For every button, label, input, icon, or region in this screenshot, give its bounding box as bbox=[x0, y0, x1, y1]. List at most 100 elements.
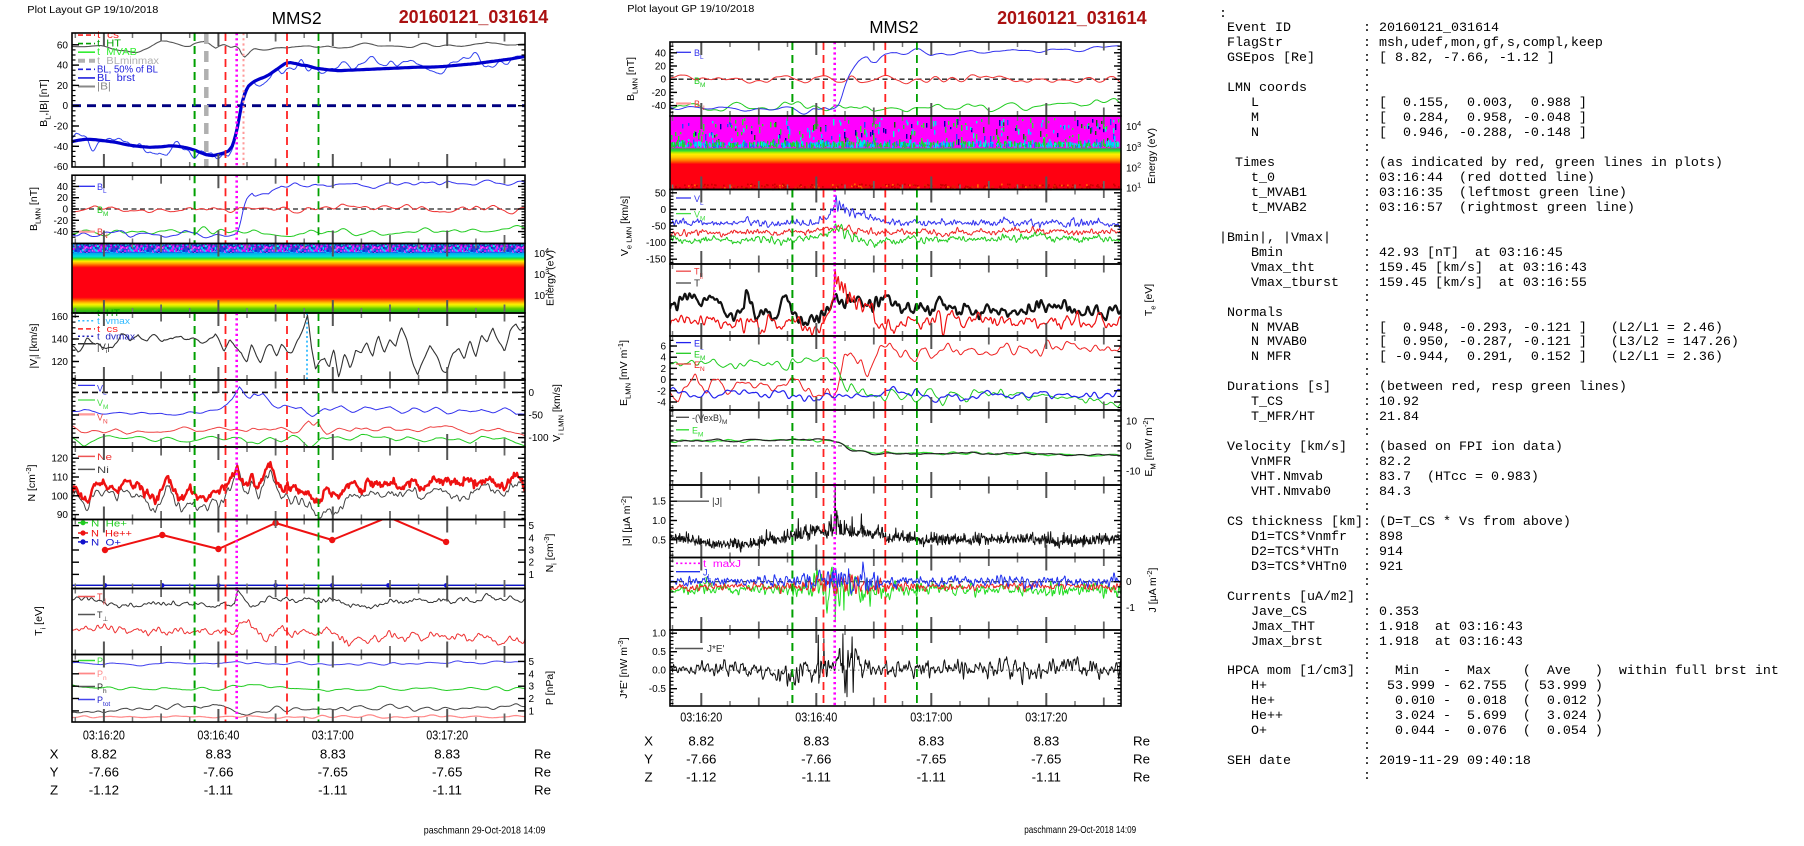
svg-text:N [cm-3]: N [cm-3] bbox=[24, 464, 38, 501]
svg-text:Y: Y bbox=[644, 751, 653, 766]
svg-text:2: 2 bbox=[529, 558, 535, 569]
svg-text:Energy (eV): Energy (eV) bbox=[1146, 128, 1158, 184]
svg-text:-0.5: -0.5 bbox=[649, 684, 667, 695]
svg-text:-7.66: -7.66 bbox=[801, 751, 831, 766]
svg-text:3: 3 bbox=[529, 546, 535, 557]
svg-text:t cs: t cs bbox=[97, 324, 118, 335]
svg-text:03:17:00: 03:17:00 bbox=[312, 728, 354, 743]
svg-text:-(VexB)M: -(VexB)M bbox=[692, 413, 727, 426]
svg-text:20: 20 bbox=[57, 193, 69, 204]
svg-text:BLMN [nT]: BLMN [nT] bbox=[625, 57, 639, 101]
svg-text:103: 103 bbox=[534, 267, 549, 281]
svg-text:VM: VM bbox=[97, 398, 108, 411]
svg-text:VM: VM bbox=[694, 210, 705, 223]
svg-text:-40: -40 bbox=[54, 142, 69, 153]
svg-text:VN: VN bbox=[97, 413, 108, 426]
svg-text:Re: Re bbox=[1133, 769, 1150, 784]
svg-text:110: 110 bbox=[52, 473, 68, 484]
svg-text:5: 5 bbox=[529, 657, 535, 668]
svg-text:Pn: Pn bbox=[97, 669, 107, 682]
svg-text:-7.66: -7.66 bbox=[686, 751, 716, 766]
svg-text:20160121_031614: 20160121_031614 bbox=[997, 7, 1147, 28]
svg-text:20: 20 bbox=[655, 62, 667, 73]
svg-text:paschmann 29-Oct-2018 14:09: paschmann 29-Oct-2018 14:09 bbox=[424, 824, 546, 836]
svg-text:03:17:20: 03:17:20 bbox=[1025, 709, 1067, 724]
svg-text:2: 2 bbox=[660, 364, 666, 375]
svg-text:|Vi|: |Vi| bbox=[97, 342, 110, 355]
svg-text:BL: BL bbox=[97, 182, 107, 195]
svg-text:4: 4 bbox=[529, 533, 535, 544]
svg-text:BL,|B| [nT]: BL,|B| [nT] bbox=[38, 79, 52, 127]
svg-text:0.5: 0.5 bbox=[652, 535, 666, 546]
svg-text:-20: -20 bbox=[54, 216, 69, 227]
svg-text:-1.11: -1.11 bbox=[1032, 769, 1061, 784]
svg-text:|Vi| [km/s]: |Vi| [km/s] bbox=[28, 323, 42, 368]
svg-text:0: 0 bbox=[62, 101, 68, 112]
svg-text:2: 2 bbox=[529, 694, 535, 705]
svg-text:paschmann 29-Oct-2018 14:09: paschmann 29-Oct-2018 14:09 bbox=[1024, 824, 1136, 836]
svg-text:-7.65: -7.65 bbox=[432, 764, 462, 779]
svg-text:Vi LMN [km/s]: Vi LMN [km/s] bbox=[551, 384, 565, 442]
svg-text:Re: Re bbox=[534, 782, 551, 797]
svg-text:-1.11: -1.11 bbox=[433, 782, 462, 797]
svg-text:BL brst: BL brst bbox=[97, 73, 135, 84]
svg-text:Re: Re bbox=[534, 746, 551, 761]
svg-text:P: P bbox=[97, 656, 103, 666]
svg-text:MMS2: MMS2 bbox=[272, 8, 322, 28]
svg-text:40: 40 bbox=[655, 48, 667, 59]
svg-text:140: 140 bbox=[51, 335, 68, 346]
svg-text:t BLminmax: t BLminmax bbox=[97, 56, 159, 67]
svg-text:1.5: 1.5 bbox=[652, 497, 666, 508]
svg-text:03:16:40: 03:16:40 bbox=[197, 728, 239, 743]
svg-text:BM: BM bbox=[97, 205, 108, 218]
svg-text:-7.66: -7.66 bbox=[89, 764, 119, 779]
svg-text:-1.11: -1.11 bbox=[318, 782, 347, 797]
svg-text:90: 90 bbox=[57, 510, 69, 521]
svg-text:BL: BL bbox=[694, 48, 704, 61]
svg-text:104: 104 bbox=[1126, 119, 1141, 133]
svg-text:t dvmax: t dvmax bbox=[97, 331, 135, 342]
svg-text:8.83: 8.83 bbox=[205, 746, 231, 761]
svg-text:0: 0 bbox=[1126, 577, 1132, 588]
svg-text:1: 1 bbox=[529, 570, 535, 581]
svg-text:104: 104 bbox=[534, 246, 549, 260]
svg-text:BM: BM bbox=[694, 76, 705, 89]
svg-text:8.83: 8.83 bbox=[1033, 733, 1059, 748]
svg-text:0: 0 bbox=[529, 388, 535, 399]
svg-text:0.5: 0.5 bbox=[652, 647, 666, 658]
svg-text:-2: -2 bbox=[657, 386, 666, 397]
svg-text:-1.12: -1.12 bbox=[686, 769, 716, 784]
svg-text:J*E': J*E' bbox=[707, 644, 725, 655]
svg-text:X: X bbox=[50, 746, 59, 761]
svg-text:N O+: N O+ bbox=[91, 538, 121, 548]
svg-text:4: 4 bbox=[529, 669, 535, 680]
svg-text:-20: -20 bbox=[54, 122, 69, 133]
svg-text:N He+: N He+ bbox=[91, 518, 127, 528]
svg-text:JL: JL bbox=[703, 567, 712, 580]
svg-text:J [μA m-2]: J [μA m-2] bbox=[1145, 567, 1159, 612]
svg-text:Ti [eV]: Ti [eV] bbox=[33, 606, 47, 636]
svg-text:ELMN [mV m-1]: ELMN [mV m-1] bbox=[616, 340, 632, 406]
svg-text:8.82: 8.82 bbox=[688, 733, 714, 748]
svg-text:1: 1 bbox=[529, 706, 535, 717]
svg-text:t cs: t cs bbox=[97, 30, 119, 41]
svg-text:-7.65: -7.65 bbox=[318, 764, 348, 779]
svg-text:t maxJ: t maxJ bbox=[703, 559, 741, 570]
svg-text:160: 160 bbox=[51, 312, 68, 323]
svg-text:T⊥: T⊥ bbox=[97, 610, 109, 623]
svg-text:X: X bbox=[644, 733, 653, 748]
svg-text:-150: -150 bbox=[646, 255, 666, 266]
svg-text:VL: VL bbox=[694, 194, 704, 207]
svg-text:EM: EM bbox=[692, 426, 703, 439]
svg-text:Plot layout GP 19/10/2018: Plot layout GP 19/10/2018 bbox=[627, 4, 754, 15]
svg-text:-1.11: -1.11 bbox=[802, 769, 831, 784]
svg-text:-100: -100 bbox=[529, 433, 549, 444]
svg-text:|B|: |B| bbox=[97, 82, 111, 93]
svg-text:03:17:20: 03:17:20 bbox=[426, 728, 468, 743]
svg-text:T: T bbox=[694, 278, 700, 289]
svg-text:-100: -100 bbox=[646, 238, 666, 249]
svg-text:Plot Layout GP 19/10/2018: Plot Layout GP 19/10/2018 bbox=[27, 5, 158, 16]
svg-text:-50: -50 bbox=[529, 411, 544, 422]
svg-text:-4: -4 bbox=[657, 398, 666, 409]
svg-text:10: 10 bbox=[1126, 417, 1138, 428]
